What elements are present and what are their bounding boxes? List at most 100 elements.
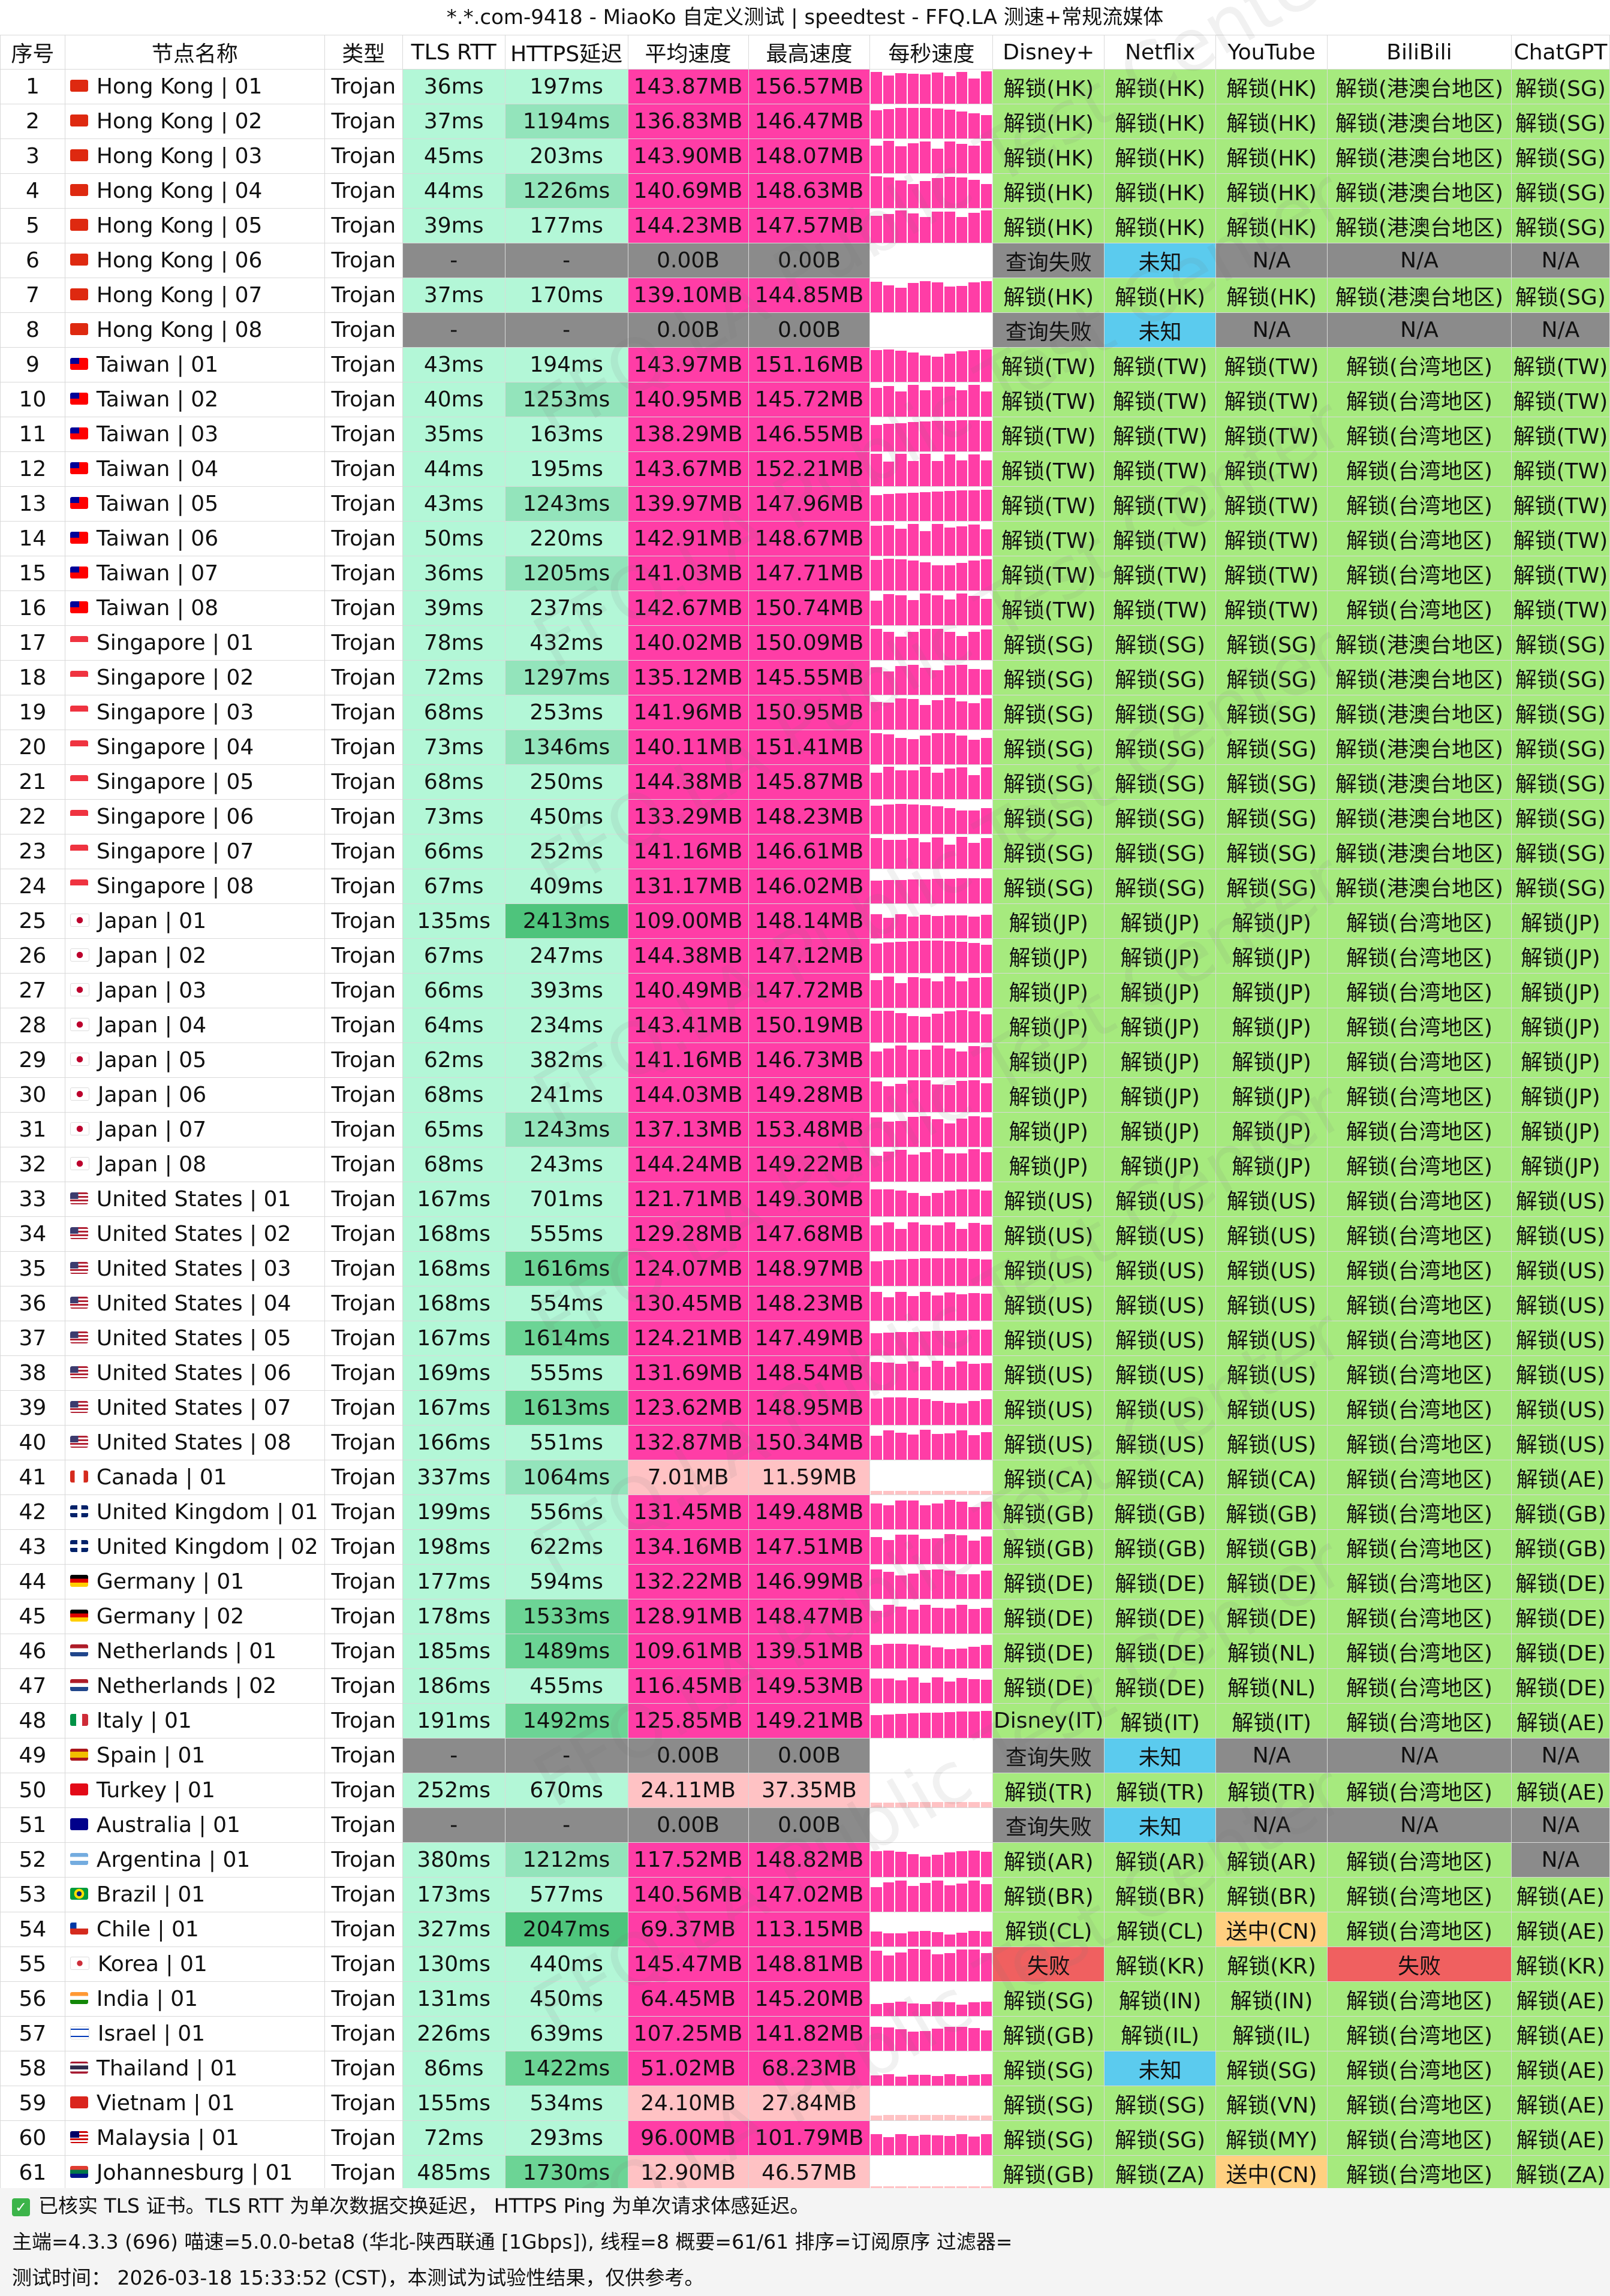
speed-bar [980,1680,992,1703]
speed-bar [980,1932,992,1947]
node-name-cell: Japan | 07 [64,1112,325,1147]
row-index: 9 [0,347,65,382]
speed-bar [968,1851,980,1877]
avg-speed: 139.10MB [627,278,749,313]
per-second-speed-cell [869,695,994,730]
speed-bar [968,454,980,486]
per-second-speed-cell [869,417,994,452]
bilibili-status: 解锁(台湾地区) [1327,2155,1512,2190]
row-index: 59 [0,2086,65,2121]
node-name: Japan | 02 [97,944,207,968]
table-row: 46 Netherlands | 01 Trojan 185ms 1489ms 109.6… [0,1634,1610,1669]
bilibili-status: 解锁(港澳台地区) [1327,625,1512,661]
avg-speed: 109.00MB [627,903,749,939]
speed-bar [871,1715,882,1738]
speed-sparkline [871,1148,992,1182]
speed-bar [956,420,968,451]
youtube-status: 解锁(DE) [1215,1564,1328,1599]
per-second-speed-cell [869,1390,994,1426]
speed-sparkline [871,70,992,104]
table-row: 43 United Kingdom | 02 Trojan 198ms 622ms 134… [0,1529,1610,1565]
netflix-status: 解锁(HK) [1104,69,1217,104]
per-second-speed-cell [869,1042,994,1078]
flag-tw-icon [70,532,88,544]
speed-bar [907,1259,919,1286]
speed-bar [944,665,956,695]
speed-bar [895,738,907,764]
chatgpt-status: 解锁(US) [1510,1216,1610,1252]
flag-jp-icon [70,1087,89,1101]
row-index: 11 [0,417,65,452]
disney-status: 失败 [992,1947,1105,1982]
speed-bar [980,1802,992,1807]
avg-speed: 144.03MB [627,1077,749,1113]
table-row: 10 Taiwan | 02 Trojan 40ms 1253ms 140.95MB 145… [0,382,1610,417]
node-name-cell: Singapore | 01 [64,625,325,661]
avg-speed: 128.91MB [627,1599,749,1634]
speed-bar [932,1193,943,1216]
flag-us-icon [70,1192,88,1204]
node-name-cell: Hong Kong | 04 [64,173,325,209]
speed-bar [932,1647,943,1668]
bilibili-status: 解锁(台湾地区) [1327,382,1512,417]
table-row: 27 Japan | 03 Trojan 66ms 393ms 140.49MB 147.7… [0,973,1610,1008]
avg-speed: 140.56MB [627,1877,749,1912]
table-header-row: 序号 节点名称 类型 TLS RTT HTTPS延迟 平均速度 最高速度 每秒速… [0,35,1610,70]
speed-bar [956,1081,968,1112]
speed-bar [956,665,968,695]
speed-bar [895,1121,907,1147]
speed-bar [932,806,943,834]
bilibili-status: 解锁(港澳台地区) [1327,695,1512,730]
disney-status: 解锁(SG) [992,625,1105,661]
netflix-status: 解锁(CA) [1104,1460,1217,1495]
bilibili-status: 解锁(台湾地区) [1327,347,1512,382]
speed-bar [980,281,992,312]
tls-rtt: 167ms [402,1321,505,1356]
node-type: Trojan [324,382,403,417]
chatgpt-status: 解锁(US) [1510,1251,1610,1286]
bilibili-status: 解锁(台湾地区) [1327,417,1512,452]
https-latency: 701ms [504,1182,628,1217]
speed-bar [932,149,943,173]
node-type: Trojan [324,1807,403,1843]
speed-bar [980,945,992,973]
speed-bar [980,1491,992,1494]
netflix-status: 解锁(SG) [1104,625,1217,661]
netflix-status: 未知 [1104,243,1217,278]
speed-bar [944,733,956,764]
row-index: 33 [0,1182,65,1217]
speed-sparkline [871,1913,992,1947]
node-name-cell: Hong Kong | 05 [64,208,325,243]
header-index: 序号 [0,35,65,70]
max-speed: 149.21MB [748,1703,871,1738]
tls-rtt: 167ms [402,1390,505,1426]
speed-bar [944,387,956,417]
speed-sparkline [871,2122,992,2155]
netflix-status: 解锁(DE) [1104,1564,1217,1599]
speed-bar [919,941,931,973]
speed-bar [895,288,907,312]
disney-status: 解锁(DE) [992,1564,1105,1599]
node-type: Trojan [324,1634,403,1669]
netflix-status: 解锁(CL) [1104,1912,1217,1947]
node-name: Singapore | 06 [96,804,254,829]
speed-bar [944,1433,956,1460]
node-name-cell: United Kingdom | 02 [64,1529,325,1565]
netflix-status: 解锁(JP) [1104,938,1217,974]
max-speed: 146.99MB [748,1564,871,1599]
node-name-cell: Germany | 02 [64,1599,325,1634]
node-type: Trojan [324,1390,403,1426]
speed-bar [932,2186,943,2190]
node-type: Trojan [324,1494,403,1530]
speed-bar [919,2186,931,2190]
speed-bar [895,1332,907,1355]
table-row: 21 Singapore | 05 Trojan 68ms 250ms 144.38MB 1… [0,764,1610,800]
node-name: Italy | 01 [96,1709,192,1733]
speed-bar [944,1935,956,1947]
flag-us-icon [70,1331,88,1343]
avg-speed: 138.29MB [627,417,749,452]
per-second-speed-cell [869,590,994,626]
tls-rtt: - [402,1807,505,1843]
speed-bar [956,177,968,208]
table-row: 28 Japan | 04 Trojan 64ms 234ms 143.41MB 150.1… [0,1008,1610,1043]
